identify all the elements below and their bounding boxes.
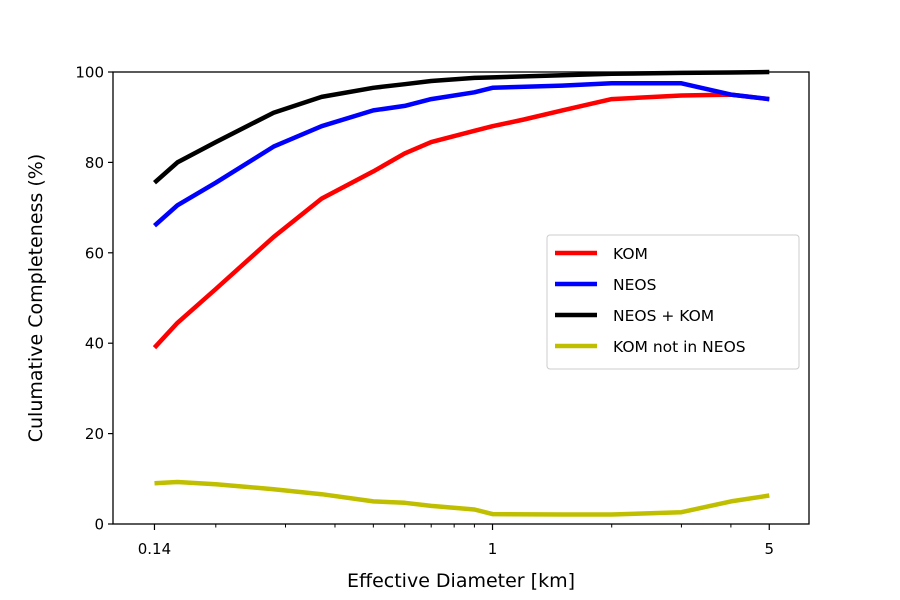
x-axis-label: Effective Diameter [km] (347, 570, 575, 592)
series-layer (152, 69, 770, 517)
legend-label: NEOS (613, 276, 656, 294)
legend-box (546, 234, 800, 370)
y-tick-label: 20 (85, 425, 104, 443)
legend-label: KOM (613, 245, 648, 263)
x-tick-label: 5 (764, 540, 774, 558)
series-line-0 (152, 92, 770, 350)
y-axis-label: Culumative Completeness (%) (25, 154, 47, 443)
plot-frame (112, 71, 810, 525)
x-tick-label: 1 (488, 540, 498, 558)
series-line-3 (154, 479, 770, 517)
y-tick-label: 60 (85, 244, 104, 262)
y-tick-label: 0 (94, 516, 104, 534)
axis-layer: 0 20 40 60 80 100 0.14 1 5 (75, 64, 774, 559)
legend: KOM NEOS NEOS + KOM KOM not in NEOS (546, 234, 800, 370)
y-tick-label: 40 (85, 335, 104, 353)
legend-label: KOM not in NEOS (613, 338, 746, 356)
y-tick-label: 80 (85, 154, 104, 172)
series-line-1 (153, 81, 770, 228)
series-line-2 (153, 69, 770, 185)
legend-label: NEOS + KOM (613, 307, 714, 325)
y-tick-label: 100 (75, 64, 104, 82)
x-tick-label: 0.14 (138, 540, 171, 558)
